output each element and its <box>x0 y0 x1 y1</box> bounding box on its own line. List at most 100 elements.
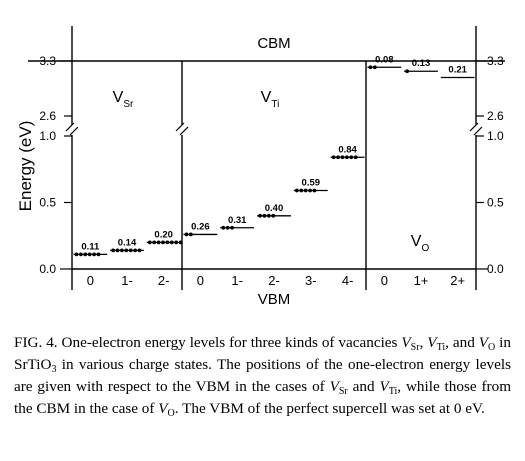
electron-dot <box>137 248 142 253</box>
x-tick-label: 0 <box>87 273 94 288</box>
caption-text: and <box>347 378 380 395</box>
y-tick-label: 0.5 <box>39 196 56 210</box>
electron-dot <box>266 213 271 218</box>
electron-dot <box>74 252 79 257</box>
x-tick-label: 0 <box>381 273 388 288</box>
y-axis-title: Energy (eV) <box>16 121 35 212</box>
caption-text: . The VBM of the perfect supercell was s… <box>174 400 485 417</box>
axis-break-gap <box>175 125 189 135</box>
caption-text: V <box>158 400 168 417</box>
axis-break-mark <box>65 122 79 136</box>
level-value-label: 0.26 <box>191 221 210 232</box>
electron-dot <box>147 240 152 245</box>
axis-break-stroke <box>473 126 483 136</box>
x-tick-label: 1- <box>121 273 133 288</box>
electron-dot <box>128 248 133 253</box>
electron-dot <box>340 155 345 160</box>
axis-break-gap <box>65 125 79 135</box>
y-tick-label: 1.0 <box>39 129 56 143</box>
vbm-label: VBM <box>258 291 291 308</box>
axis-break-mark <box>175 122 189 136</box>
electron-dot <box>344 155 349 160</box>
electron-dot <box>258 213 262 218</box>
electron-dot <box>308 188 312 193</box>
panel-label: VSr <box>113 89 134 110</box>
y-tick-label: 0.5 <box>487 196 504 210</box>
electron-dot <box>353 155 358 160</box>
caption-text: V <box>478 334 488 351</box>
y-tick-label: 2.6 <box>39 109 56 123</box>
level-value-label: 0.40 <box>265 203 284 214</box>
electron-dot <box>184 232 189 237</box>
electron-dot <box>96 252 101 257</box>
y-tick-label: 2.6 <box>487 109 504 123</box>
electron-dot <box>405 69 410 74</box>
panel-label: VO <box>411 233 430 254</box>
x-tick-label: 1- <box>231 273 243 288</box>
electron-dot <box>120 248 124 253</box>
electron-dot <box>372 65 377 70</box>
caption-text: FIG. 4. One-electron energy levels for t… <box>14 334 402 351</box>
axis-break-mark <box>469 122 483 136</box>
electron-dot <box>225 225 230 230</box>
y-tick-label: 1.0 <box>487 129 504 143</box>
electron-dot <box>331 155 336 160</box>
electron-dot <box>188 232 193 237</box>
electron-dot <box>336 155 340 160</box>
electron-dot <box>299 188 304 193</box>
level-value-label: 0.14 <box>118 237 137 248</box>
caption-text: 3 <box>51 364 57 375</box>
axis-break-stroke <box>469 122 479 132</box>
caption-text: V <box>379 378 389 395</box>
level-value-label: 0.11 <box>81 241 100 252</box>
axis-break-gap <box>469 125 483 135</box>
electron-dot <box>92 252 96 257</box>
cbm-label: CBM <box>257 35 290 52</box>
panel-label-sub: Ti <box>271 99 279 110</box>
electron-dot <box>262 213 267 218</box>
electron-dot <box>152 240 157 245</box>
caption-text: in various charge states. The positions … <box>14 356 511 395</box>
electron-dot <box>312 188 317 193</box>
electron-dot <box>349 155 354 160</box>
panel-label-sub: Sr <box>123 99 134 110</box>
electron-dot <box>178 240 183 245</box>
chart-svg: CBM VBM Energy (eV) 0.0 0.0 0.5 0.5 1.0 1.0 2.6 2.… <box>16 26 505 308</box>
energy-level-chart: CBM VBM Energy (eV) 0.0 0.0 0.5 0.5 1.0 1.0 2.6 2.… <box>16 26 505 308</box>
level-value-label: 0.21 <box>448 65 467 76</box>
electron-dot <box>271 213 276 218</box>
level-value-label: 0.08 <box>375 54 394 65</box>
level-value-label: 0.20 <box>154 229 173 240</box>
x-tick-label: 0 <box>197 273 204 288</box>
axis-break-stroke <box>175 122 185 132</box>
y-tick-label: 0.0 <box>487 262 504 276</box>
panel-label-sub: O <box>421 243 429 254</box>
x-tick-label: 2- <box>268 273 280 288</box>
electron-dot <box>83 252 88 257</box>
y-tick-label: 3.3 <box>39 54 56 68</box>
level-value-label: 0.84 <box>338 144 357 155</box>
axis-break-stroke <box>65 122 75 132</box>
caption-text: O <box>167 408 175 419</box>
electron-dot <box>156 240 161 245</box>
caption-text: Sr <box>338 386 348 397</box>
electron-dot <box>294 188 299 193</box>
electron-dot <box>124 248 129 253</box>
panel-label: VTi <box>261 89 280 110</box>
x-tick-label: 4- <box>342 273 354 288</box>
caption-text: in SrTiO <box>14 334 511 373</box>
figure-caption: FIG. 4. One-electron energy levels for t… <box>14 332 511 420</box>
electron-dot <box>174 240 179 245</box>
electron-dot <box>221 225 226 230</box>
electron-dot <box>161 240 165 245</box>
electron-dot <box>230 225 234 230</box>
level-value-label: 0.59 <box>302 178 321 189</box>
electron-dot <box>169 240 174 245</box>
electron-dot <box>165 240 170 245</box>
x-tick-label: 1+ <box>414 273 429 288</box>
caption-text: , while those from the CBM in the case o… <box>14 378 512 417</box>
electron-dot <box>303 188 308 193</box>
caption-text: V <box>401 334 411 351</box>
level-value-label: 0.31 <box>228 215 247 226</box>
axis-break-stroke <box>179 126 189 136</box>
